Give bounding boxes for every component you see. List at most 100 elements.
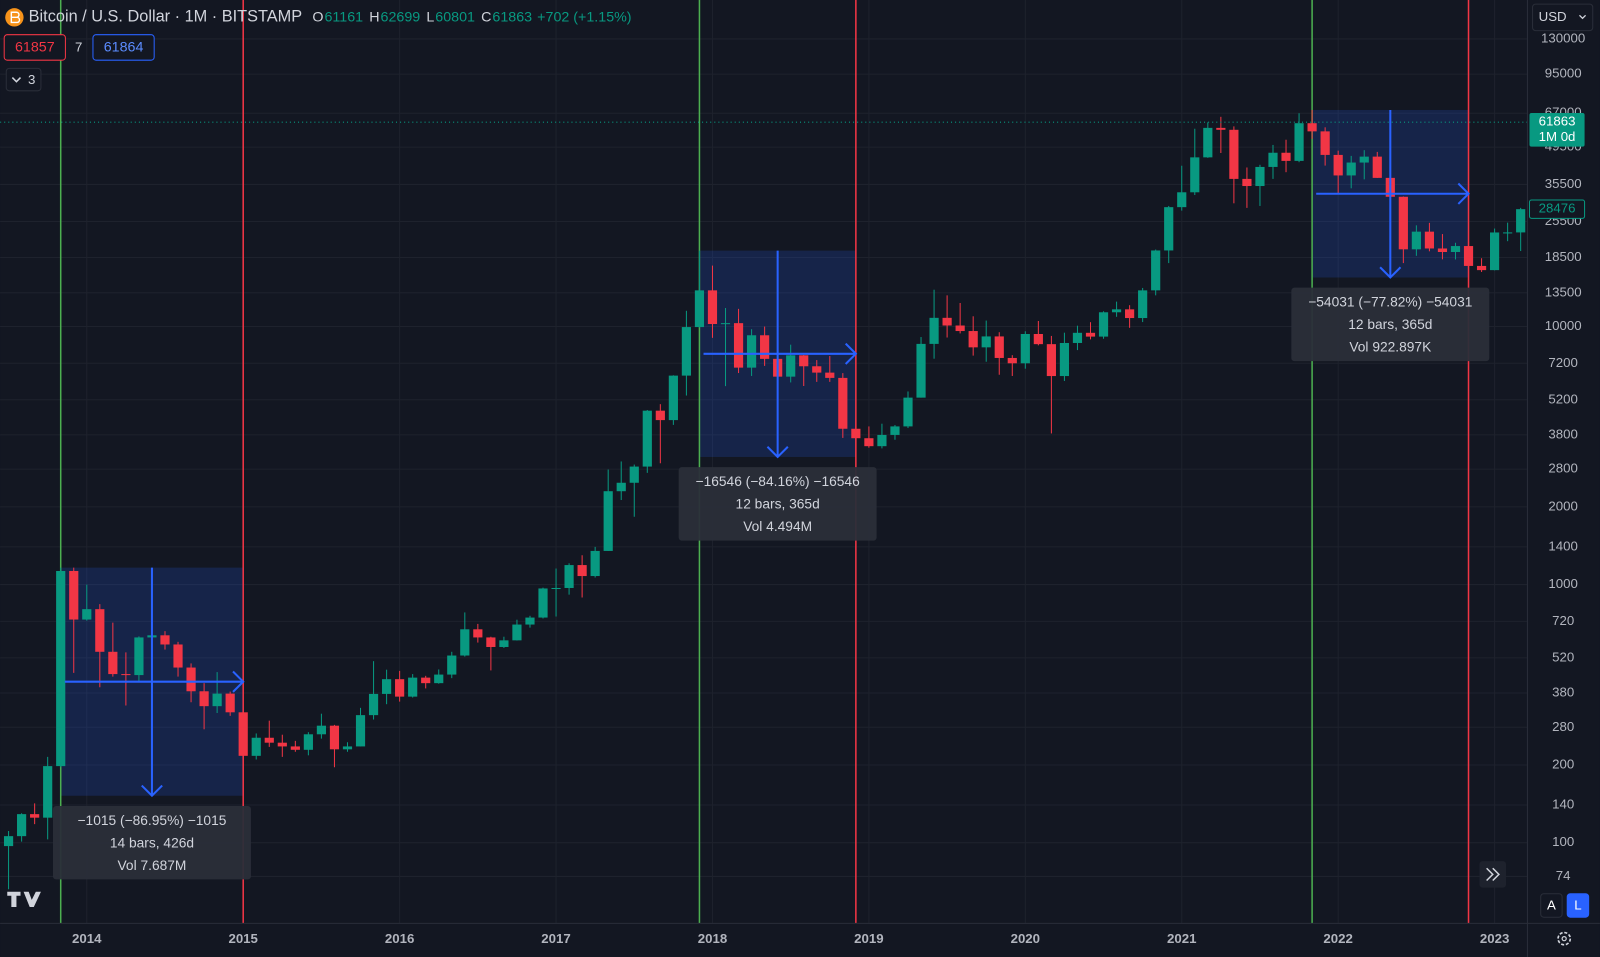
measure-label-box	[52, 805, 251, 880]
indicators-toggle[interactable]	[5, 67, 42, 92]
legend-text: 62699	[381, 9, 421, 25]
legend-text: 61863	[492, 9, 532, 25]
candle-body	[56, 570, 66, 767]
candle-body	[1216, 127, 1226, 130]
legend-text: 60801	[435, 9, 475, 25]
legend-text: L	[426, 9, 434, 25]
candle-body	[968, 331, 978, 348]
measure-label: 14 bars, 426d	[110, 835, 194, 850]
candle-body	[1190, 157, 1200, 193]
measure-label: −54031 (−77.82%) −54031	[1308, 295, 1472, 310]
candle-body	[916, 343, 926, 398]
last-price-label: 61863	[1539, 114, 1576, 129]
candle-body	[1255, 166, 1265, 187]
candle-body	[681, 327, 691, 376]
candle-body	[603, 491, 613, 551]
measure-arrow-horizontal	[1316, 182, 1470, 205]
scale-button-label[interactable]: L	[1574, 897, 1581, 912]
candle-body	[799, 355, 809, 367]
candle-body	[1450, 246, 1461, 253]
candle-body	[43, 766, 53, 818]
sell-button[interactable]	[3, 34, 66, 61]
candle-body	[1007, 357, 1017, 364]
candle-body	[1125, 309, 1135, 319]
measure-label: −1015 (−86.95%) −1015	[78, 813, 227, 828]
candle-body	[1503, 232, 1513, 234]
candle-body	[421, 677, 431, 684]
candle-body	[577, 565, 587, 577]
candle-body	[1268, 152, 1278, 167]
candle-body	[1411, 231, 1421, 250]
candle-body	[1281, 152, 1291, 161]
y-tick-label: 720	[1552, 613, 1574, 628]
candle-body	[720, 323, 731, 325]
plot-area: −1015 (−86.95%) −1015 14 bars, 426d Vol 7.…	[0, 0, 1528, 924]
candle-body	[69, 570, 79, 620]
candle-body	[746, 335, 757, 368]
candle-body	[186, 667, 196, 692]
x-tick-label: 2016	[385, 931, 414, 946]
candle-body	[1372, 156, 1382, 178]
candle-body	[981, 336, 991, 348]
currency-label[interactable]: USD	[1539, 9, 1567, 24]
scale-button-label[interactable]: A	[1547, 897, 1556, 912]
currency-select[interactable]	[1532, 3, 1594, 32]
candle-body	[1516, 209, 1526, 233]
scale-button[interactable]	[1566, 893, 1590, 918]
candle-body	[499, 640, 509, 647]
candle-body	[264, 737, 274, 743]
legend-text: +702 (+1.15%)	[537, 9, 631, 25]
y-tick-label: 140	[1552, 796, 1574, 811]
candle-body	[342, 746, 353, 750]
candle-body	[173, 644, 183, 668]
candle-body	[903, 397, 913, 427]
measure-label: Vol 922.897K	[1349, 340, 1432, 355]
x-tick-label: 2014	[72, 931, 102, 946]
candle-body	[1359, 156, 1369, 163]
countdown-label: 1M 0d	[1539, 129, 1576, 144]
candle-body	[1294, 123, 1304, 161]
candle-body	[355, 715, 366, 747]
chevron-icon	[11, 76, 22, 83]
settings-icon	[1561, 935, 1567, 942]
measure-arrow-horizontal	[703, 342, 858, 365]
candle-body	[551, 587, 561, 590]
price-marker-badge	[1528, 199, 1586, 219]
candle-body	[1177, 192, 1187, 208]
overlay: Bitcoin / U.S. Dollar · 1M · BITSTAMP O61…	[3, 3, 1594, 946]
candle-body	[1164, 207, 1174, 251]
candle-body	[1490, 232, 1500, 271]
candle-body	[655, 410, 665, 421]
scale-button[interactable]	[1540, 893, 1563, 918]
y-tick-label: 35500	[1545, 176, 1582, 191]
y-tick-label: 7200	[1548, 355, 1577, 370]
buy-price[interactable]: 61864	[104, 40, 144, 56]
candle-body	[942, 317, 952, 326]
candle-body	[512, 624, 522, 641]
y-tick-label: 95000	[1545, 66, 1582, 81]
candle-body	[108, 651, 118, 675]
candle-body	[1151, 250, 1161, 291]
candle-body	[929, 317, 939, 344]
legend-text: 61161	[324, 9, 363, 25]
settings-button[interactable]	[1557, 931, 1572, 946]
y-tick-label: 130000	[1541, 30, 1585, 45]
indicator-count[interactable]: 3	[28, 72, 35, 87]
measure-label: Vol 7.687M	[118, 858, 187, 873]
candle-body	[1072, 332, 1083, 343]
y-tick-label: 5200	[1548, 391, 1577, 406]
sell-price[interactable]: 61857	[15, 40, 55, 56]
buy-button[interactable]	[92, 34, 155, 61]
candle-body	[1033, 333, 1043, 345]
scroll-icon	[1486, 867, 1500, 882]
price-marker-label: 28476	[1539, 201, 1576, 216]
y-tick-label: 3800	[1548, 426, 1577, 441]
x-tick-label: 2020	[1011, 931, 1040, 946]
dropdown-icon	[1579, 14, 1587, 20]
measure-label: Vol 4.494M	[743, 519, 812, 534]
candle-body	[277, 742, 287, 747]
candle-body	[434, 674, 444, 684]
candle-body	[760, 335, 770, 359]
candle-body	[590, 550, 600, 577]
